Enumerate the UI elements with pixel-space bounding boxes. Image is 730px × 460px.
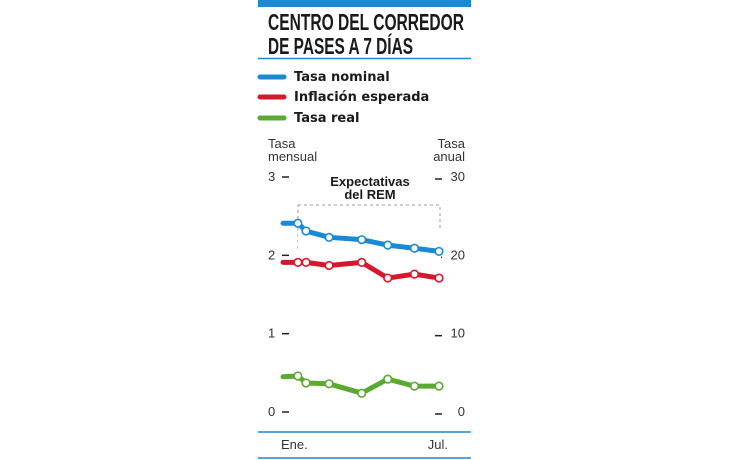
right-tick-label: 10	[451, 326, 465, 341]
right-tick-label: 0	[458, 404, 465, 419]
legend: Tasa nominal Inflación esperada Tasa rea…	[257, 70, 429, 126]
data-point	[324, 232, 334, 242]
data-point	[357, 388, 367, 398]
data-point	[293, 371, 303, 381]
legend-label-real: Tasa real	[294, 111, 359, 126]
x-tick-label-start: Ene.	[281, 437, 308, 452]
right-axis-label-1: Tasa	[438, 136, 466, 151]
data-point	[293, 218, 303, 228]
left-tick-label: 2	[268, 247, 275, 262]
data-point	[383, 240, 393, 250]
left-axis-label-2: mensual	[268, 149, 317, 164]
legend-label-inflation: Inflación esperada	[294, 90, 429, 105]
right-tick-label: 30	[451, 169, 465, 184]
data-point	[409, 243, 420, 253]
chart-title-line-2: DE PASES A 7 DÍAS	[268, 32, 413, 59]
data-point	[383, 374, 393, 384]
legend-label-nominal: Tasa nominal	[294, 70, 390, 85]
right-tick-label: 20	[451, 247, 465, 262]
data-point	[434, 381, 444, 391]
left-tick-label: 1	[268, 326, 275, 341]
series-group	[280, 218, 444, 398]
data-point	[357, 235, 367, 245]
x-tick-label-end: Jul.	[428, 437, 448, 452]
data-point	[434, 273, 444, 283]
chart-title-line-1: CENTRO DEL CORREDOR	[268, 9, 464, 35]
data-point	[301, 226, 311, 236]
data-point	[324, 260, 334, 271]
data-point	[324, 379, 334, 389]
right-axis-label-2: anual	[433, 149, 465, 164]
left-tick-label: 3	[268, 169, 275, 184]
header-bar	[258, 0, 471, 7]
left-axis-label-1: Tasa	[268, 136, 296, 151]
data-point	[301, 378, 311, 388]
annotation-line-1: Expectativas	[330, 174, 410, 189]
data-point	[409, 381, 420, 391]
left-tick-label: 0	[268, 404, 275, 419]
data-point	[301, 257, 311, 267]
data-point	[409, 269, 420, 279]
annotation-line-2: del REM	[344, 187, 395, 202]
data-point	[293, 257, 303, 267]
data-point	[383, 273, 393, 283]
data-point	[434, 246, 444, 257]
data-point	[357, 257, 367, 267]
